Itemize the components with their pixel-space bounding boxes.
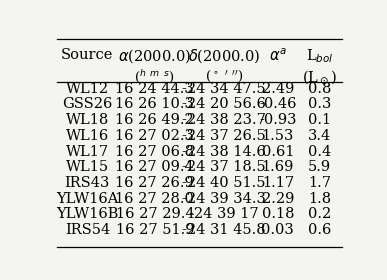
- Text: 0.8: 0.8: [308, 81, 332, 95]
- Text: -24 20 56.6: -24 20 56.6: [182, 97, 266, 111]
- Text: WL15: WL15: [66, 160, 109, 174]
- Text: 2.49: 2.49: [262, 81, 294, 95]
- Text: 0.18: 0.18: [262, 207, 294, 221]
- Text: 16 27 28.0: 16 27 28.0: [115, 192, 194, 206]
- Text: 0.03: 0.03: [262, 223, 294, 237]
- Text: -24 31 45.8: -24 31 45.8: [182, 223, 265, 237]
- Text: 0.3: 0.3: [308, 97, 332, 111]
- Text: 16 27 06.8: 16 27 06.8: [115, 144, 194, 158]
- Text: 0.4: 0.4: [308, 144, 331, 158]
- Text: YLW16B: YLW16B: [56, 207, 118, 221]
- Text: -24 37 26.5: -24 37 26.5: [182, 129, 266, 143]
- Text: 16 26 10.3: 16 26 10.3: [115, 97, 194, 111]
- Text: WL16: WL16: [66, 129, 109, 143]
- Text: -24 39 34.3: -24 39 34.3: [182, 192, 266, 206]
- Text: -24 34 47.5: -24 34 47.5: [182, 81, 265, 95]
- Text: Source: Source: [61, 48, 113, 62]
- Text: (L$_\odot$): (L$_\odot$): [302, 68, 337, 86]
- Text: -24 39 17: -24 39 17: [189, 207, 259, 221]
- Text: 0.2: 0.2: [308, 207, 331, 221]
- Text: L$_{bol}$: L$_{bol}$: [306, 48, 334, 65]
- Text: GSS26: GSS26: [62, 97, 113, 111]
- Text: 5.9: 5.9: [308, 160, 331, 174]
- Text: -24 37 18.5: -24 37 18.5: [182, 160, 265, 174]
- Text: WL18: WL18: [66, 113, 109, 127]
- Text: $\alpha^{a}$: $\alpha^{a}$: [269, 48, 287, 64]
- Text: WL12: WL12: [66, 81, 109, 95]
- Text: 1.7: 1.7: [308, 176, 331, 190]
- Text: 16 27 09.4: 16 27 09.4: [115, 160, 194, 174]
- Text: 1.69: 1.69: [262, 160, 294, 174]
- Text: 0.1: 0.1: [308, 113, 331, 127]
- Text: IRS43: IRS43: [65, 176, 110, 190]
- Text: 1.17: 1.17: [262, 176, 294, 190]
- Text: 16 24 44.3: 16 24 44.3: [115, 81, 194, 95]
- Text: $\alpha$(2000.0): $\alpha$(2000.0): [118, 48, 192, 65]
- Text: -24 38 14.6: -24 38 14.6: [182, 144, 266, 158]
- Text: 16 27 02.3: 16 27 02.3: [115, 129, 194, 143]
- Text: ($^{h}$ $^{m}$ $^{s}$): ($^{h}$ $^{m}$ $^{s}$): [134, 68, 175, 85]
- Text: -0.93: -0.93: [259, 113, 296, 127]
- Text: 0.61: 0.61: [262, 144, 294, 158]
- Text: 16 27 26.9: 16 27 26.9: [115, 176, 194, 190]
- Text: $\delta$(2000.0): $\delta$(2000.0): [188, 48, 260, 65]
- Text: 16 27 29.4: 16 27 29.4: [116, 207, 194, 221]
- Text: -0.46: -0.46: [259, 97, 296, 111]
- Text: IRS54: IRS54: [65, 223, 110, 237]
- Text: 16 27 51.9: 16 27 51.9: [116, 223, 194, 237]
- Text: -24 40 51.5: -24 40 51.5: [182, 176, 265, 190]
- Text: 1.53: 1.53: [262, 129, 294, 143]
- Text: 3.4: 3.4: [308, 129, 331, 143]
- Text: 2.29: 2.29: [262, 192, 294, 206]
- Text: WL17: WL17: [66, 144, 109, 158]
- Text: 1.8: 1.8: [308, 192, 331, 206]
- Text: 16 26 49.2: 16 26 49.2: [115, 113, 194, 127]
- Text: -24 38 23.7: -24 38 23.7: [182, 113, 266, 127]
- Text: ($^\circ$ $'$ $''$): ($^\circ$ $'$ $''$): [205, 68, 243, 84]
- Text: 0.6: 0.6: [308, 223, 332, 237]
- Text: YLW16A: YLW16A: [56, 192, 118, 206]
